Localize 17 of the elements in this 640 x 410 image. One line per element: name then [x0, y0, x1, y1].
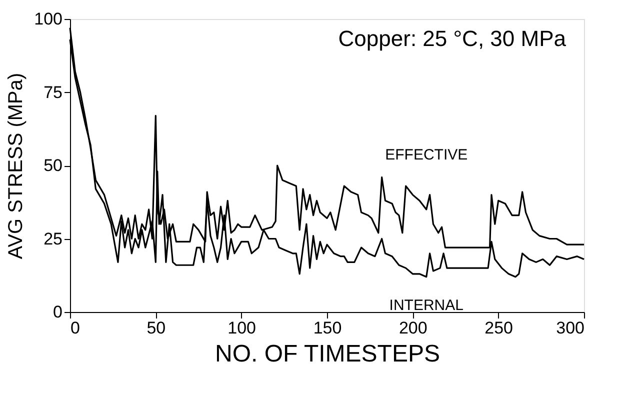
x-axis-title: NO. OF TIMESTEPS: [215, 340, 440, 368]
series-label: INTERNAL: [389, 296, 464, 314]
y-tick-label: 75: [44, 82, 62, 102]
annotation: Copper: 25 °C, 30 MPa: [338, 26, 567, 51]
y-tick-label: 50: [44, 156, 62, 175]
x-tick-label: 300: [556, 318, 584, 338]
series-label: EFFECTIVE: [385, 146, 468, 164]
y-tick-label: 0: [53, 302, 62, 322]
x-tick-label: 0: [70, 318, 80, 338]
y-axis-title: AVG STRESS (MPa): [5, 72, 28, 260]
x-tick-label: 200: [398, 318, 428, 338]
x-tick-label: 250: [484, 318, 514, 338]
x-tick-label: 50: [146, 318, 166, 338]
y-tick-label: 100: [34, 10, 62, 28]
x-tick-label: 100: [228, 318, 256, 338]
x-tick-label: 150: [313, 318, 342, 338]
y-tick-label: 25: [44, 229, 62, 248]
